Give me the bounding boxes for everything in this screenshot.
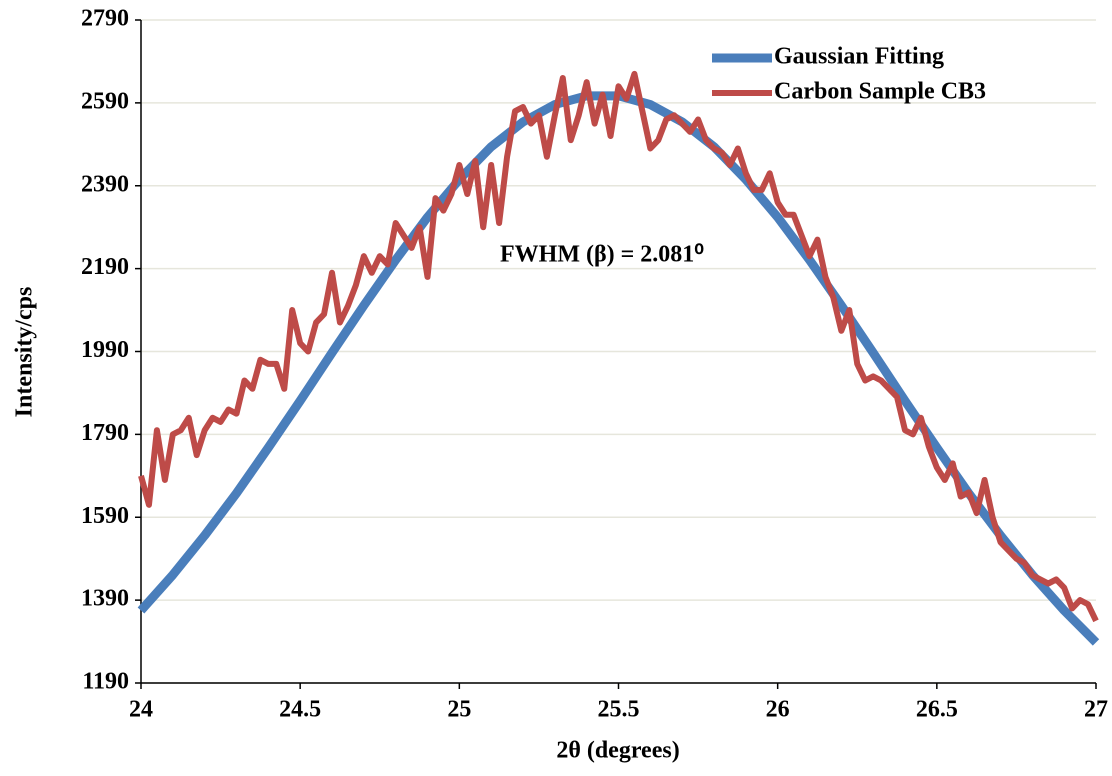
y-tick-label: 2590 [81,88,129,114]
x-tick-label: 26.5 [916,697,958,723]
y-tick-label: 1790 [81,420,129,446]
y-tick-label: 1190 [82,669,129,695]
x-tick-label: 27 [1084,697,1108,723]
x-tick-label: 26 [766,697,790,723]
legend-label: Gaussian Fitting [774,44,944,70]
x-tick-label: 25 [447,697,471,723]
y-tick-label: 1590 [81,503,129,529]
x-tick-label: 24 [129,697,153,723]
legend-label: Carbon Sample CB3 [774,79,986,105]
x-tick-label: 25.5 [598,697,640,723]
y-axis-title: Intensity/cps [12,287,38,418]
y-tick-label: 2390 [81,171,129,197]
y-tick-label: 1390 [81,586,129,612]
annotation: FWHM (β) = 2.081⁰ [500,242,704,268]
y-tick-label: 1990 [81,337,129,363]
data-line [138,70,1099,623]
x-tick-label: 24.5 [279,697,321,723]
x-axis-title: 2θ (degrees) [556,738,679,764]
y-tick-label: 2790 [81,6,129,32]
y-tick-label: 2190 [81,254,129,280]
